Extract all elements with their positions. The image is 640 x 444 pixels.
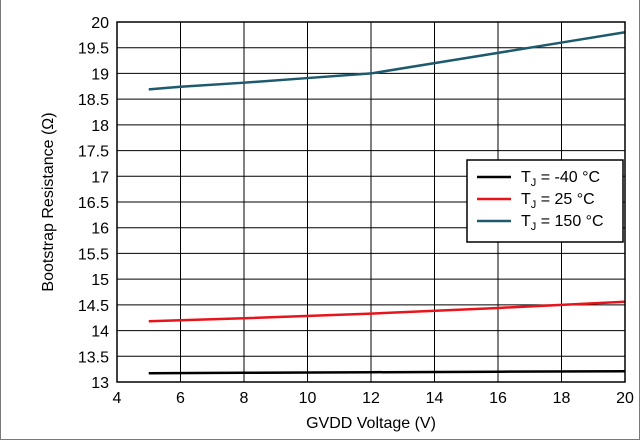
series-line-2 — [149, 32, 625, 89]
y-tick-label: 19 — [91, 66, 109, 83]
y-tick-label: 18.5 — [78, 92, 109, 109]
x-tick-label: 4 — [113, 390, 122, 407]
y-tick-label: 20 — [91, 15, 109, 32]
y-tick-labels: 13 13.5 14 14.5 15 15.5 16 16.5 17 17.5 18 18.5 19 19… — [78, 15, 109, 392]
y-axis-title: Bootstrap Resistance (Ω) — [40, 112, 57, 291]
x-tick-label: 8 — [240, 390, 249, 407]
x-tick-label: 12 — [362, 390, 380, 407]
x-tick-label: 6 — [176, 390, 185, 407]
x-tick-label: 10 — [299, 390, 317, 407]
y-tick-label: 16 — [91, 221, 109, 238]
x-tick-label: 18 — [553, 390, 571, 407]
x-tick-labels: 4 6 8 10 12 14 16 18 20 — [113, 390, 634, 407]
y-tick-label: 16.5 — [78, 195, 109, 212]
x-axis-title: GVDD Voltage (V) — [306, 415, 436, 432]
y-tick-label: 14.5 — [78, 298, 109, 315]
y-tick-label: 17 — [91, 169, 109, 186]
y-tick-label: 14 — [91, 324, 109, 341]
y-tick-label: 13 — [91, 375, 109, 392]
x-tick-label: 14 — [426, 390, 444, 407]
y-tick-label: 15.5 — [78, 246, 109, 263]
y-tick-label: 13.5 — [78, 349, 109, 366]
y-tick-label: 17.5 — [78, 144, 109, 161]
y-tick-label: 15 — [91, 272, 109, 289]
x-tick-label: 16 — [489, 390, 507, 407]
x-tick-label: 20 — [616, 390, 634, 407]
legend: TJ = -40 °CTJ = 25 °CTJ = 150 °C — [467, 160, 623, 242]
series-line-0 — [149, 371, 625, 373]
y-tick-label: 19.5 — [78, 41, 109, 58]
y-tick-label: 18 — [91, 118, 109, 135]
